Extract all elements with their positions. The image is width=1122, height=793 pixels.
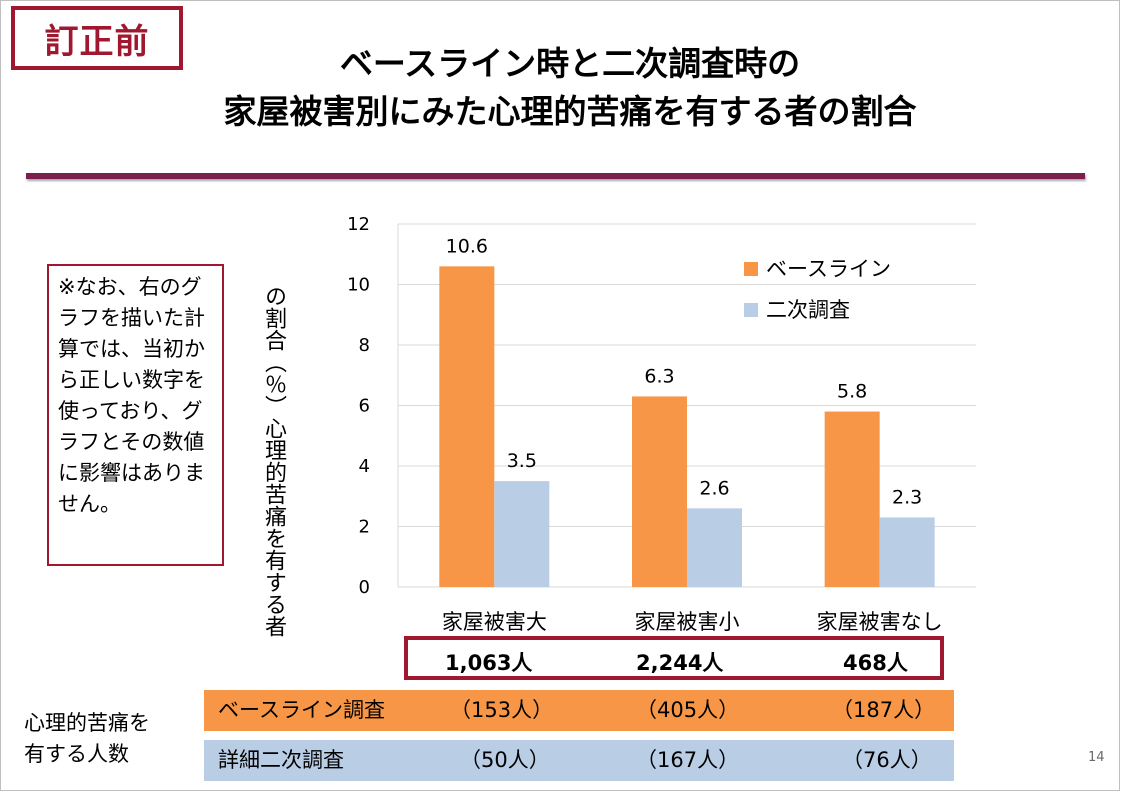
baseline-count-large: （153人）	[450, 698, 554, 722]
bar	[687, 508, 742, 587]
total-count-small: 2,244人	[636, 651, 724, 675]
y-tick-label: 10	[347, 275, 370, 296]
data-label: 6.3	[644, 365, 674, 387]
y-axis-label-line-1: 心理的苦痛を有する者	[261, 417, 286, 637]
y-tick-label: 2	[359, 517, 370, 538]
data-label: 5.8	[837, 381, 867, 403]
status-badge: 訂正前	[11, 6, 183, 70]
bar	[824, 411, 880, 587]
data-label: 10.6	[446, 235, 488, 257]
totals-box	[404, 636, 944, 680]
followup-count-large: （50人）	[460, 748, 550, 772]
title-line-2: 家屋被害別にみた心理的苦痛を有する者の割合	[223, 92, 917, 131]
category-label: 家屋被害小	[635, 610, 740, 634]
distress-count-label-line-2: 有する人数	[24, 742, 129, 766]
y-tick-label: 0	[359, 577, 370, 598]
data-label: 2.3	[892, 486, 922, 508]
title-divider	[26, 173, 1085, 179]
baseline-survey-row: ベースライン調査 （153人） （405人） （187人）	[204, 690, 954, 731]
y-axis-label: 心理的苦痛を有する者 の割合（％）	[258, 285, 289, 637]
bar	[439, 266, 495, 587]
followup-survey-row: 詳細二次調査 （50人） （167人） （76人）	[204, 740, 954, 781]
bar	[632, 396, 687, 587]
total-count-large: 1,063人	[445, 651, 533, 675]
y-tick-label: 6	[359, 396, 370, 417]
category-label: 家屋被害なし	[817, 610, 943, 634]
distress-count-label: 心理的苦痛を 有する人数	[24, 708, 150, 770]
baseline-count-none: （187人）	[832, 698, 936, 722]
baseline-count-small: （405人）	[636, 698, 740, 722]
correction-note: ※なお、右のグラフを描いた計算では、当初から正しい数字を使っており、グラフとその…	[47, 264, 224, 566]
followup-survey-row-name: 詳細二次調査	[218, 748, 344, 772]
legend-swatch	[744, 303, 758, 317]
y-axis-label-line-2: の割合（％）	[261, 285, 286, 417]
legend-label: 二次調査	[766, 298, 850, 322]
page-title: ベースライン時と二次調査時の 家屋被害別にみた心理的苦痛を有する者の割合	[110, 40, 1030, 136]
title-line-1: ベースライン時と二次調査時の	[339, 44, 801, 83]
legend-label: ベースライン	[766, 257, 891, 281]
data-label: 3.5	[507, 450, 537, 472]
total-count-none: 468人	[843, 651, 908, 675]
followup-count-small: （167人）	[636, 748, 740, 772]
y-tick-label: 12	[347, 214, 370, 235]
legend-swatch	[744, 262, 758, 276]
category-label: 家屋被害大	[442, 610, 547, 634]
followup-count-none: （76人）	[842, 748, 932, 772]
bar	[879, 517, 935, 587]
distress-count-label-line-1: 心理的苦痛を	[24, 711, 150, 735]
bar	[494, 481, 550, 587]
y-tick-label: 8	[359, 335, 370, 356]
page-number: 14	[1088, 750, 1105, 765]
data-label: 2.6	[699, 477, 729, 499]
baseline-survey-row-name: ベースライン調査	[218, 698, 385, 722]
y-tick-label: 4	[359, 456, 370, 477]
